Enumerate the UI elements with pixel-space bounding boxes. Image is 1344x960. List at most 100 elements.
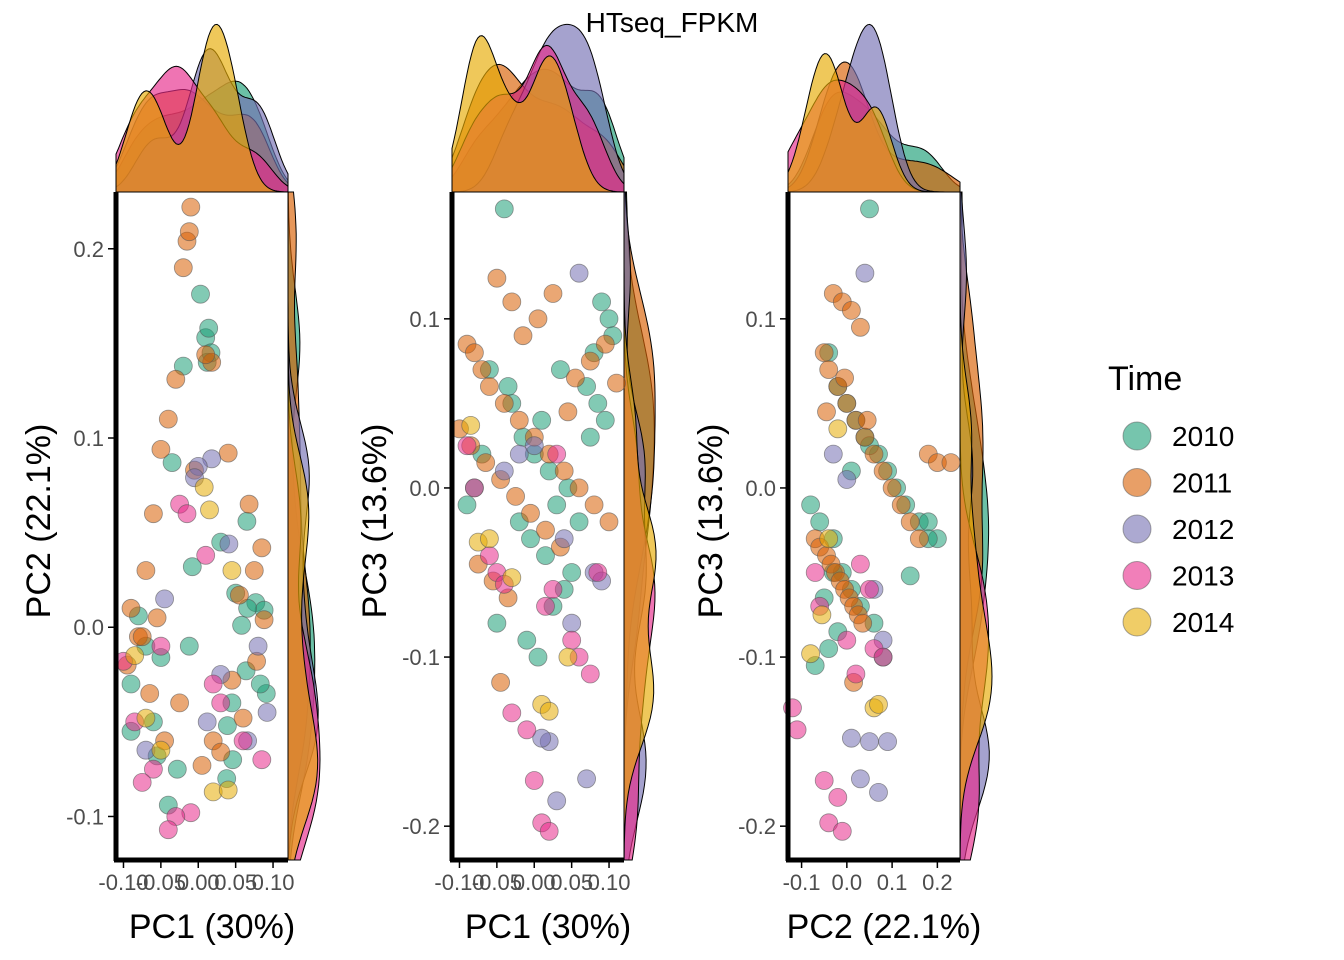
x-tick-label: 0.00: [177, 870, 220, 895]
point-2010: [860, 199, 879, 219]
point-2014: [479, 529, 499, 549]
point-2012: [547, 791, 567, 811]
point-2011: [143, 504, 163, 524]
point-2013: [814, 771, 834, 790]
point-2013: [547, 444, 567, 464]
point-2013: [132, 773, 152, 792]
point-2011: [580, 351, 600, 371]
point-2012: [569, 263, 589, 283]
legend: Time 2010 2011 2012 2013 2014: [1108, 360, 1234, 638]
point-2010: [191, 284, 210, 304]
point-2012: [855, 263, 875, 283]
point-2010: [592, 292, 611, 312]
point-2012: [562, 613, 582, 633]
y-tick-label: 0.1: [73, 426, 104, 451]
point-2011: [873, 461, 893, 481]
point-2013: [158, 820, 178, 840]
point-2010: [199, 318, 219, 338]
legend-swatch: [1122, 561, 1152, 590]
point-2013: [536, 596, 555, 616]
legend-swatch: [1122, 514, 1152, 544]
y-tick-label: -0.2: [738, 814, 776, 839]
point-2011: [558, 402, 578, 422]
point-2011: [837, 393, 857, 413]
point-2011: [554, 461, 574, 481]
point-2011: [487, 268, 507, 288]
point-2011: [864, 444, 884, 464]
y-tick-label: 0.0: [409, 476, 440, 501]
point-2010: [182, 557, 202, 577]
legend-swatch: [1122, 607, 1152, 637]
point-2012: [878, 732, 897, 751]
point-2011: [891, 495, 911, 515]
points: [783, 199, 961, 841]
point-2011: [569, 478, 589, 498]
point-2013: [203, 674, 223, 694]
point-2010: [551, 360, 570, 380]
point-2011: [543, 284, 563, 303]
legend-items: 2010 2011 2012 2013 2014: [1122, 421, 1234, 638]
right-density: [959, 191, 993, 861]
point-2014: [539, 701, 559, 721]
point-2011: [851, 317, 870, 337]
legend-item-2012: 2012: [1122, 514, 1234, 545]
point-2012: [509, 444, 529, 464]
point-2011: [513, 326, 533, 346]
point-2011: [196, 345, 216, 365]
point-2010: [580, 427, 600, 447]
point-2013: [543, 580, 563, 599]
point-2011: [472, 360, 492, 380]
legend-swatch: [1122, 468, 1152, 497]
point-2013: [252, 750, 272, 770]
point-2011: [842, 300, 861, 320]
point-2010: [162, 453, 182, 473]
point-2012: [494, 461, 514, 481]
point-2012: [842, 728, 861, 748]
legend-item-2013: 2013: [1122, 561, 1234, 592]
point-2013: [502, 703, 522, 723]
point-2014: [151, 740, 171, 760]
point-2014: [461, 415, 481, 435]
point-2012: [524, 436, 544, 456]
point-2011: [835, 368, 854, 388]
density-top-2014: [787, 53, 960, 193]
x-tick-label: -0.10: [98, 870, 148, 895]
point-2011: [166, 369, 186, 389]
point-2011: [528, 309, 548, 329]
point-2011: [179, 222, 199, 242]
y-tick-label: -0.1: [402, 645, 440, 670]
point-2010: [801, 495, 820, 515]
point-2010: [487, 613, 507, 633]
point-2011: [817, 402, 836, 422]
point-2011: [491, 673, 511, 692]
y-tick-label: -0.1: [66, 804, 104, 829]
point-2013: [828, 788, 848, 807]
x-tick-label: 0.10: [588, 870, 631, 895]
point-2014: [136, 708, 156, 728]
right-density: [623, 191, 657, 861]
point-2014: [222, 561, 242, 580]
point-2011: [855, 427, 875, 447]
points: [114, 197, 277, 840]
top-density: [115, 23, 289, 193]
point-2013: [233, 731, 253, 751]
point-2014: [828, 419, 848, 439]
point-2010: [498, 377, 518, 396]
point-2013: [151, 636, 171, 656]
point-2011: [136, 561, 156, 580]
point-2010: [517, 630, 537, 650]
x-axis-label: PC1 (30%): [465, 908, 631, 946]
point-2011: [244, 561, 264, 580]
point-2014: [125, 646, 145, 665]
point-2013: [517, 720, 537, 740]
point-2011: [882, 478, 902, 498]
point-2013: [846, 664, 866, 684]
point-2010: [588, 393, 608, 413]
point-2010: [250, 674, 270, 694]
point-2010: [532, 410, 552, 430]
density-top-2014: [451, 35, 625, 193]
point-2013: [562, 630, 582, 650]
legend-label: 2012: [1172, 514, 1234, 545]
point-2013: [860, 580, 879, 599]
point-2010: [900, 566, 920, 586]
